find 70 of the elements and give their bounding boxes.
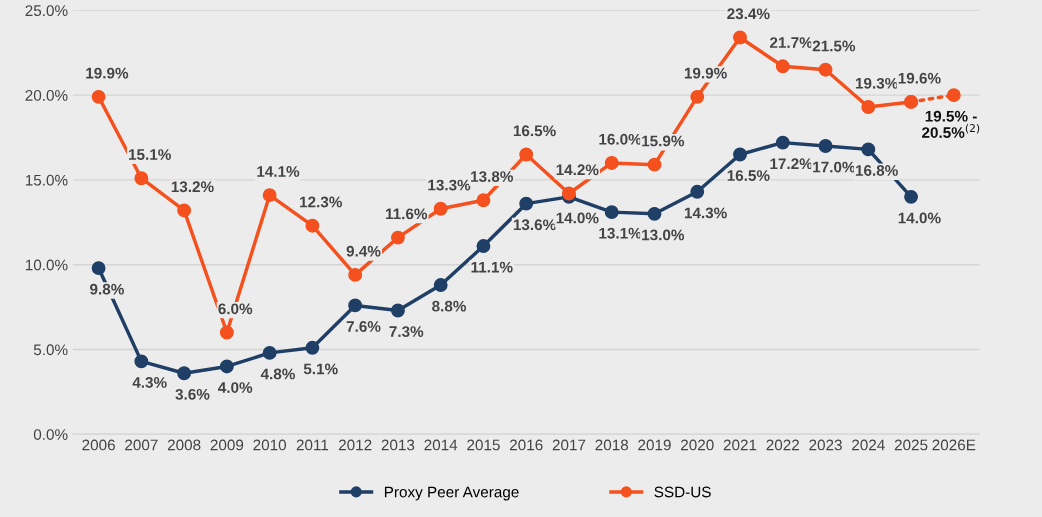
data-label: 14.2% — [556, 164, 599, 176]
data-label: 13.1% — [599, 227, 642, 239]
data-label: 7.3% — [389, 326, 424, 338]
data-label: 23.4% — [727, 8, 770, 20]
x-tick-label: 2025 — [894, 439, 928, 451]
data-label: 15.9% — [642, 135, 685, 147]
y-tick-label: 5.0% — [33, 344, 68, 356]
data-label: 13.8% — [471, 171, 514, 182]
x-tick-label: 2010 — [253, 439, 287, 451]
data-label: 17.0% — [813, 161, 856, 173]
data-label: 14.0% — [898, 212, 941, 224]
data-label: 19.9% — [86, 67, 129, 79]
x-tick-label: 2022 — [766, 439, 800, 451]
x-tick-label: 2020 — [681, 439, 714, 451]
annotation: 19.5% - 20.5%$^{(2)}$ — [922, 110, 980, 138]
legend-label: Proxy Peer Average — [384, 486, 519, 501]
data-label: 9.8% — [90, 283, 124, 295]
data-label: 21.7% — [769, 37, 813, 48]
data-label: 4.0% — [218, 382, 253, 393]
x-tick-label: 2006 — [82, 439, 115, 451]
data-label: 11.6% — [385, 208, 428, 220]
x-tick-label: 2009 — [210, 439, 244, 451]
data-label: 5.1% — [303, 363, 338, 375]
data-label: 15.1% — [128, 149, 171, 160]
data-label: 11.1% — [471, 261, 513, 273]
data-label: 8.8% — [432, 300, 467, 312]
data-label: 16.0% — [599, 133, 642, 145]
data-label: 6.0% — [218, 303, 253, 315]
data-label: 13.3% — [428, 179, 471, 191]
data-label: 14.3% — [684, 207, 727, 219]
data-label: 16.8% — [855, 165, 898, 176]
x-tick-label: 2014 — [424, 439, 458, 451]
data-label: 21.5% — [812, 40, 856, 52]
x-tick-label: 2015 — [467, 439, 500, 451]
x-tick-label: 2021 — [723, 439, 757, 451]
x-tick-label: 2017 — [552, 439, 586, 451]
x-tick-label: 2023 — [809, 439, 842, 451]
x-tick-label: 2007 — [125, 439, 158, 451]
x-tick-label: 2013 — [381, 439, 415, 451]
x-tick-label: 2016 — [509, 439, 543, 451]
y-tick-label: 0.0% — [33, 429, 68, 440]
data-label: 14.0% — [556, 212, 599, 224]
data-label: 13.2% — [171, 181, 214, 193]
data-label: 19.3% — [855, 77, 898, 89]
data-label: 13.6% — [513, 219, 556, 231]
data-label: 16.5% — [727, 170, 770, 181]
data-label: 13.0% — [642, 229, 685, 241]
data-label: 9.4% — [346, 245, 381, 257]
data-label: 4.8% — [260, 368, 295, 380]
y-tick-label: 20.0% — [25, 90, 68, 101]
x-tick-label: 2012 — [338, 439, 372, 451]
x-tick-label: 2011 — [296, 439, 329, 451]
data-label: 19.6% — [898, 72, 941, 84]
data-label: 12.3% — [300, 196, 342, 208]
x-tick-label: 2019 — [638, 439, 671, 451]
data-label: 3.6% — [175, 388, 210, 400]
x-tick-label: 2018 — [595, 439, 629, 451]
data-label: 17.2% — [770, 158, 813, 170]
data-label: 7.6% — [346, 321, 381, 332]
y-tick-label: 15.0% — [25, 174, 68, 186]
x-tick-label: 2024 — [852, 439, 885, 451]
y-tick-label: 10.0% — [25, 259, 68, 271]
data-label: 14.1% — [257, 166, 300, 177]
x-tick-label: 2008 — [167, 439, 201, 451]
legend-label: SSD-US — [654, 486, 711, 498]
data-label: 4.3% — [132, 377, 167, 388]
x-tick-label: 2026E — [932, 439, 976, 451]
data-label: 16.5% — [513, 125, 556, 137]
y-tick-label: 25.0% — [25, 5, 68, 17]
data-label: 19.9% — [684, 67, 727, 79]
